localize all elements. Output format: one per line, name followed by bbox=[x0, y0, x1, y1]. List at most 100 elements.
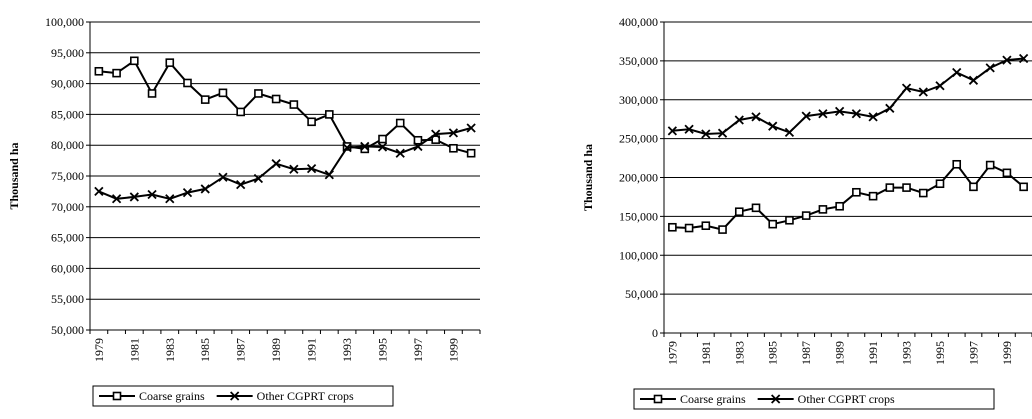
data-point bbox=[289, 164, 299, 174]
data-point bbox=[431, 129, 441, 139]
data-point bbox=[378, 134, 387, 144]
x-tick-label: 1985 bbox=[766, 341, 780, 365]
legend-label: Other CGPRT crops bbox=[257, 389, 354, 403]
y-tick-label: 300,000 bbox=[619, 93, 658, 107]
data-point bbox=[165, 58, 175, 67]
legend: Coarse grains Other CGPRT crops bbox=[92, 385, 394, 407]
data-point bbox=[431, 135, 440, 144]
data-point bbox=[236, 107, 245, 117]
x-tick-label: 1987 bbox=[799, 341, 813, 365]
data-point bbox=[289, 100, 299, 109]
series-line bbox=[672, 57, 1024, 136]
data-point bbox=[147, 89, 157, 98]
legend-label: Coarse grains bbox=[139, 389, 205, 403]
x-tick-label: 1993 bbox=[340, 338, 354, 362]
data-point bbox=[785, 215, 794, 225]
data-point bbox=[200, 184, 210, 194]
data-point bbox=[94, 186, 104, 197]
data-point bbox=[147, 189, 157, 200]
data-point bbox=[801, 211, 811, 220]
data-point bbox=[377, 142, 388, 152]
data-point bbox=[307, 117, 316, 127]
x-tick-label: 1981 bbox=[127, 338, 141, 362]
y-tick-label: 95,000 bbox=[51, 46, 84, 60]
data-point bbox=[834, 106, 845, 117]
data-point bbox=[751, 112, 761, 122]
data-point bbox=[918, 87, 928, 97]
x-tick-label: 1997 bbox=[411, 338, 425, 362]
x-tick-label: 1997 bbox=[966, 341, 980, 365]
x-tick-label: 1989 bbox=[833, 341, 847, 365]
data-point bbox=[466, 148, 476, 158]
data-point bbox=[935, 81, 945, 91]
series-other-cgprt-crops bbox=[94, 123, 476, 204]
legend-label: Other CGPRT crops bbox=[798, 392, 895, 406]
y-axis-label: Thousand ha bbox=[7, 142, 21, 209]
data-point bbox=[868, 112, 878, 122]
y-tick-label: 350,000 bbox=[619, 54, 658, 68]
data-point bbox=[918, 188, 928, 198]
x-tick-label: 1981 bbox=[699, 341, 713, 365]
legend-label: Coarse grains bbox=[680, 392, 746, 406]
x-tick-label: 1993 bbox=[900, 341, 914, 365]
data-point bbox=[395, 148, 405, 158]
x-tick-label: 1983 bbox=[732, 341, 746, 365]
y-tick-label: 100,000 bbox=[619, 248, 658, 262]
data-point bbox=[701, 221, 711, 231]
legend-marker bbox=[112, 391, 122, 401]
x-tick-label: 1995 bbox=[376, 338, 390, 362]
y-tick-label: 50,000 bbox=[51, 323, 84, 337]
data-point bbox=[818, 205, 828, 214]
data-point bbox=[985, 160, 995, 170]
data-point bbox=[253, 173, 264, 184]
data-point bbox=[342, 143, 352, 153]
y-tick-label: 70,000 bbox=[51, 200, 84, 214]
data-point bbox=[254, 89, 263, 98]
data-point bbox=[111, 194, 122, 204]
series-line bbox=[98, 59, 472, 155]
y-tick-label: 400,000 bbox=[619, 15, 658, 29]
legend-marker bbox=[771, 394, 781, 404]
legend-box bbox=[633, 388, 995, 410]
data-point bbox=[835, 201, 844, 211]
legend: Coarse grains Other CGPRT crops bbox=[633, 388, 995, 410]
data-point bbox=[701, 129, 711, 139]
data-point bbox=[868, 191, 878, 201]
series-other-cgprt-crops bbox=[667, 53, 1029, 139]
y-tick-label: 85,000 bbox=[51, 107, 84, 121]
data-point bbox=[1019, 182, 1028, 192]
data-point bbox=[902, 183, 911, 192]
data-point bbox=[851, 109, 862, 119]
data-point bbox=[200, 95, 210, 104]
x-tick-label: 1999 bbox=[446, 338, 460, 362]
series-line bbox=[672, 162, 1025, 231]
data-point bbox=[218, 172, 228, 182]
data-point bbox=[667, 126, 678, 136]
data-point bbox=[969, 182, 978, 192]
data-point bbox=[1019, 53, 1029, 64]
data-point bbox=[668, 222, 677, 232]
data-point bbox=[968, 75, 979, 85]
y-tick-label: 60,000 bbox=[51, 261, 84, 275]
y-tick-label: 90,000 bbox=[51, 77, 84, 91]
data-point bbox=[182, 187, 193, 198]
y-tick-label: 150,000 bbox=[619, 209, 658, 223]
x-tick-label: 1987 bbox=[234, 338, 248, 362]
data-point bbox=[448, 128, 459, 138]
data-point bbox=[852, 187, 861, 197]
data-point bbox=[734, 115, 744, 125]
y-tick-label: 50,000 bbox=[625, 287, 658, 301]
x-tick-label: 1999 bbox=[1000, 341, 1014, 365]
data-point bbox=[734, 207, 744, 217]
legend-marker bbox=[230, 391, 240, 401]
data-point bbox=[751, 203, 761, 213]
data-point bbox=[395, 118, 405, 128]
data-point bbox=[801, 111, 811, 121]
data-point bbox=[218, 88, 228, 98]
data-point bbox=[985, 63, 995, 73]
data-point bbox=[466, 123, 476, 133]
y-tick-label: 65,000 bbox=[51, 231, 84, 245]
data-point bbox=[784, 127, 795, 138]
series-coarse-grains bbox=[94, 56, 476, 158]
